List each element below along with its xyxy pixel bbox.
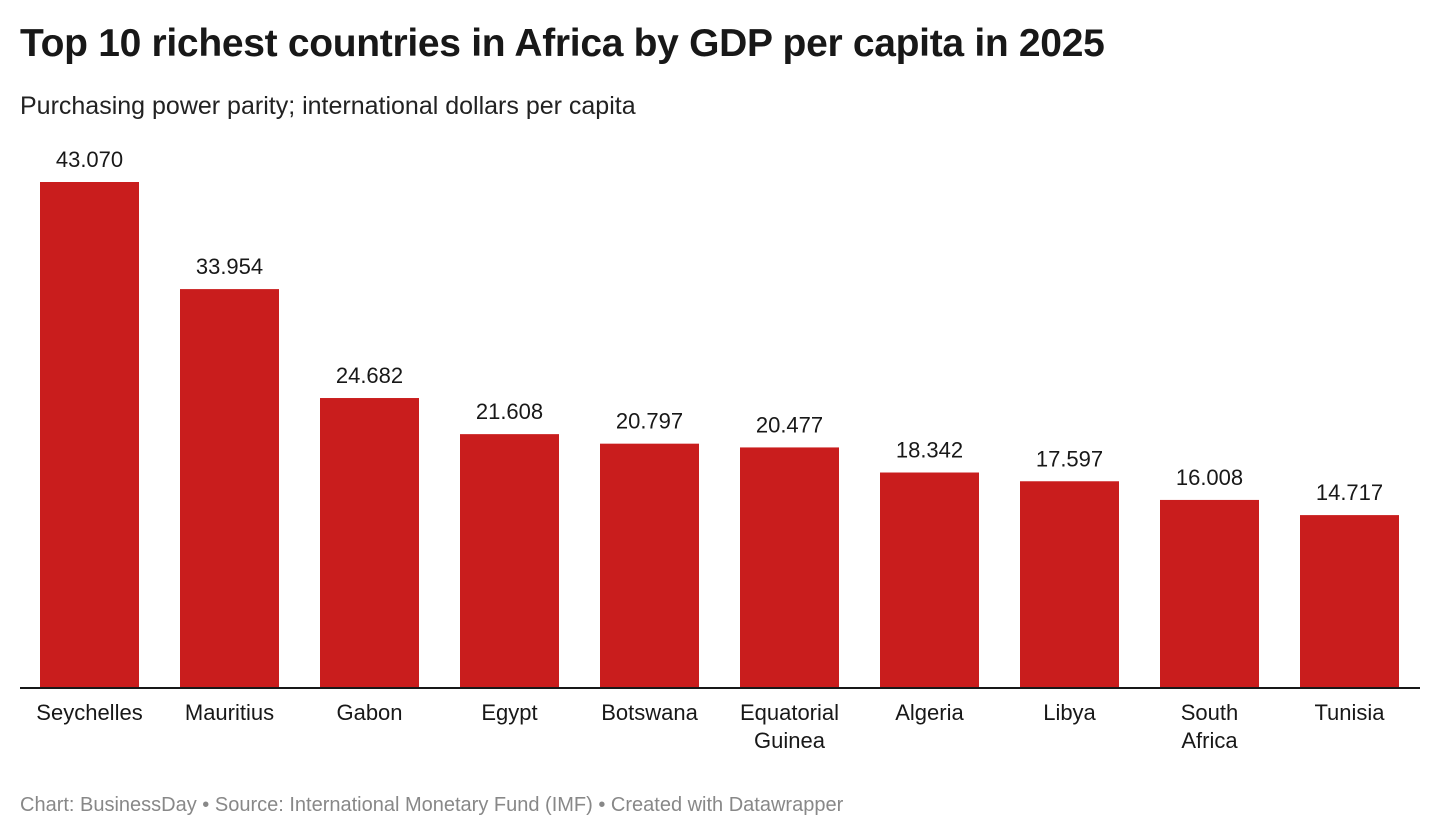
value-label: 20.477 [756,412,823,437]
category-label: Egypt [481,700,537,725]
category-label: Equatorial [740,700,839,725]
category-label: Mauritius [185,700,274,725]
category-label: Gabon [336,700,402,725]
chart-title: Top 10 richest countries in Africa by GD… [20,22,1105,65]
category-label: South [1181,700,1239,725]
bar-equatorial-guinea [740,447,839,688]
value-label: 16.008 [1176,465,1243,490]
value-label: 14.717 [1316,480,1383,505]
bar-south-africa [1160,499,1259,688]
bar-egypt [460,434,559,688]
category-label: Botswana [601,700,698,725]
value-label: 20.797 [616,409,683,434]
bar-tunisia [1300,515,1399,688]
value-label: 21.608 [476,399,543,424]
bar-algeria [880,472,979,688]
bar-libya [1020,481,1119,688]
chart-subtitle: Purchasing power parity; international d… [20,92,636,120]
category-label: Africa [1181,728,1238,753]
bar-botswana [600,443,699,688]
bar-gabon [320,398,419,688]
category-label: Libya [1043,700,1096,725]
value-label: 18.342 [896,438,963,463]
value-label: 17.597 [1036,446,1103,471]
value-label: 43.070 [56,147,123,172]
bar-mauritius [180,289,279,688]
category-label: Algeria [895,700,964,725]
value-label: 24.682 [336,363,403,388]
category-label: Seychelles [36,700,142,725]
category-label: Guinea [754,728,826,753]
chart-footer: Chart: BusinessDay • Source: Internation… [20,794,844,816]
bar-seychelles [40,182,139,688]
category-label: Tunisia [1314,700,1385,725]
value-label: 33.954 [196,254,263,279]
